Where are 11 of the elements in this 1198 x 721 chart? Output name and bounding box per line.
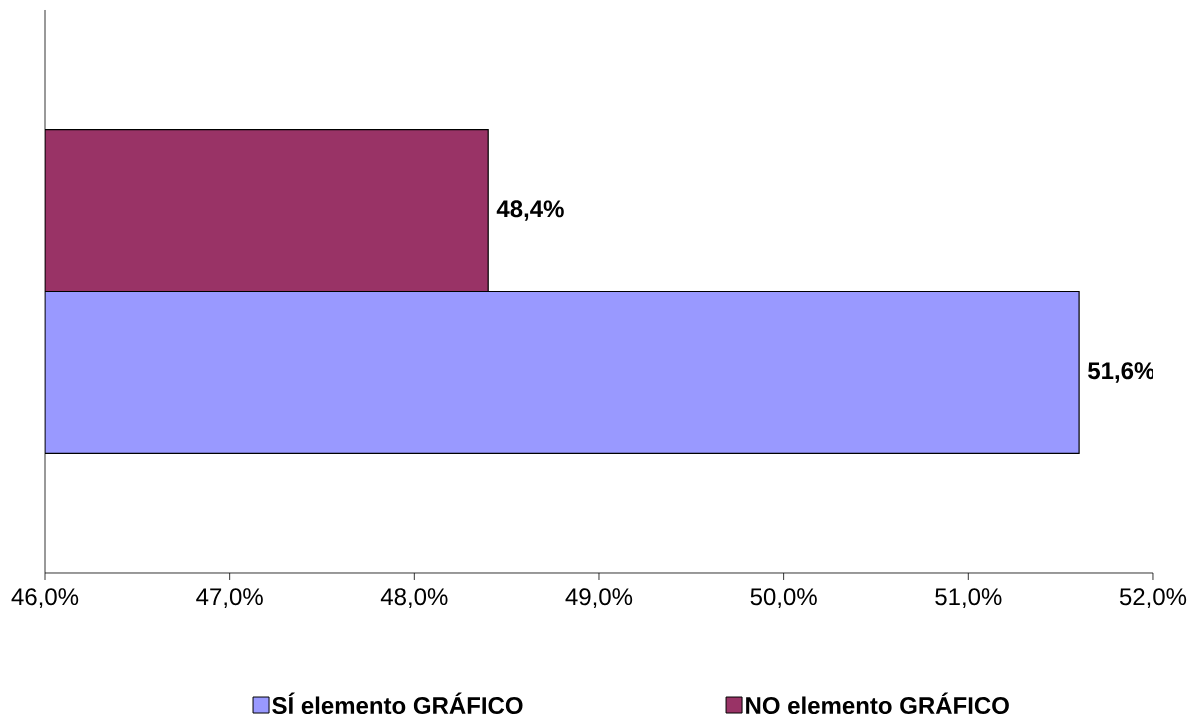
x-tick-label: 48,0% <box>380 587 448 608</box>
data-label: 48,4% <box>496 200 564 221</box>
x-tick-label: 49,0% <box>565 587 633 608</box>
x-tick-label: 51,0% <box>935 587 1002 608</box>
legend-label: NO elemento GRÁFICO <box>746 692 1009 714</box>
legend-label: SÍ elemento GRÁFICO <box>272 692 523 714</box>
x-tick-label: 46,0% <box>11 587 79 608</box>
data-label: 51,6% <box>1088 361 1155 383</box>
x-tick-label: 50,0% <box>750 587 817 608</box>
x-tick-label: 47,0% <box>196 587 263 608</box>
x-tick-label: 52,0% <box>1119 587 1187 608</box>
